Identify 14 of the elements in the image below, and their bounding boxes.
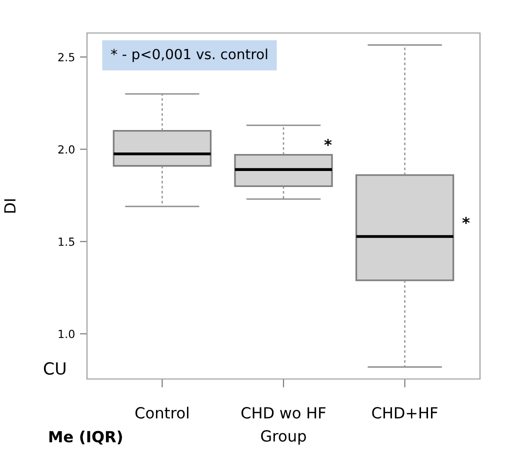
y-axis-title: DI — [4, 199, 16, 213]
x-tick-label: CHD+HF — [372, 407, 438, 419]
text: CU — [44, 362, 66, 375]
x-tick-label: Control — [135, 406, 188, 419]
annotation: * - p<0,001 vs. control — [110, 48, 268, 62]
text: Me (IQR) — [49, 430, 122, 444]
y-tick-label: 1.0 — [58, 330, 74, 338]
y-tick-label: 2.0 — [58, 145, 74, 154]
y-tick-label: 1.5 — [58, 238, 74, 246]
y-tick-label: 2.5 — [58, 52, 74, 62]
annotation: * — [324, 138, 332, 146]
annotation: * — [462, 216, 470, 224]
x-axis-title: Group — [261, 430, 306, 445]
x-tick-label: CHD wo HF — [241, 407, 326, 419]
